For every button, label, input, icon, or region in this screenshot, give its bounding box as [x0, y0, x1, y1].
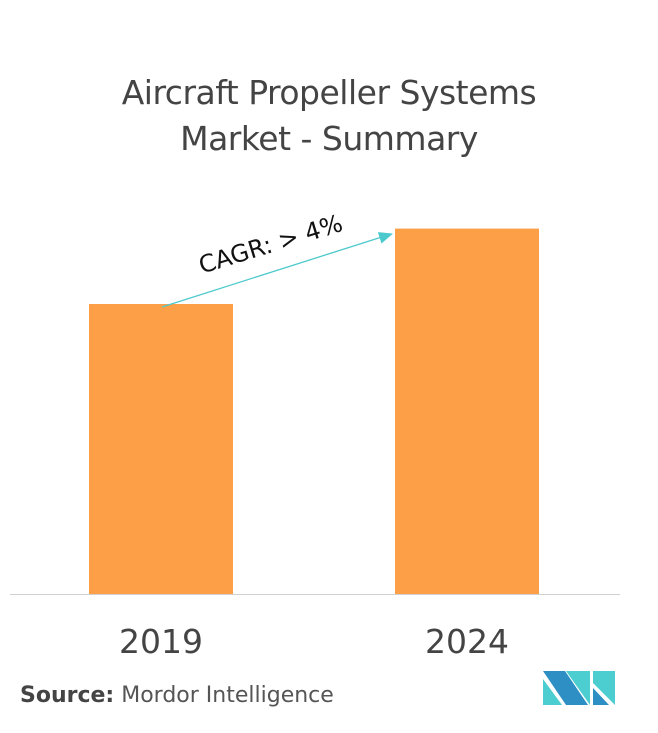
- mordor-logo: [543, 671, 615, 705]
- cagr-label: CAGR: > 4%: [195, 209, 346, 279]
- chart-title: Aircraft Propeller Systems Market - Summ…: [0, 70, 658, 162]
- bar-2024: [395, 228, 539, 594]
- source-note: Source: Mordor Intelligence: [20, 683, 334, 708]
- title-line-1: Aircraft Propeller Systems: [121, 73, 537, 112]
- cagr-arrow: [161, 235, 384, 308]
- x-tick-2024: 2024: [425, 622, 509, 661]
- title-line-2: Market - Summary: [180, 119, 478, 158]
- x-tick-2019: 2019: [119, 622, 203, 661]
- bar-2019: [89, 304, 233, 594]
- source-text: Mordor Intelligence: [121, 683, 334, 708]
- cagr-arrowhead: [377, 232, 393, 244]
- source-label: Source:: [20, 683, 115, 708]
